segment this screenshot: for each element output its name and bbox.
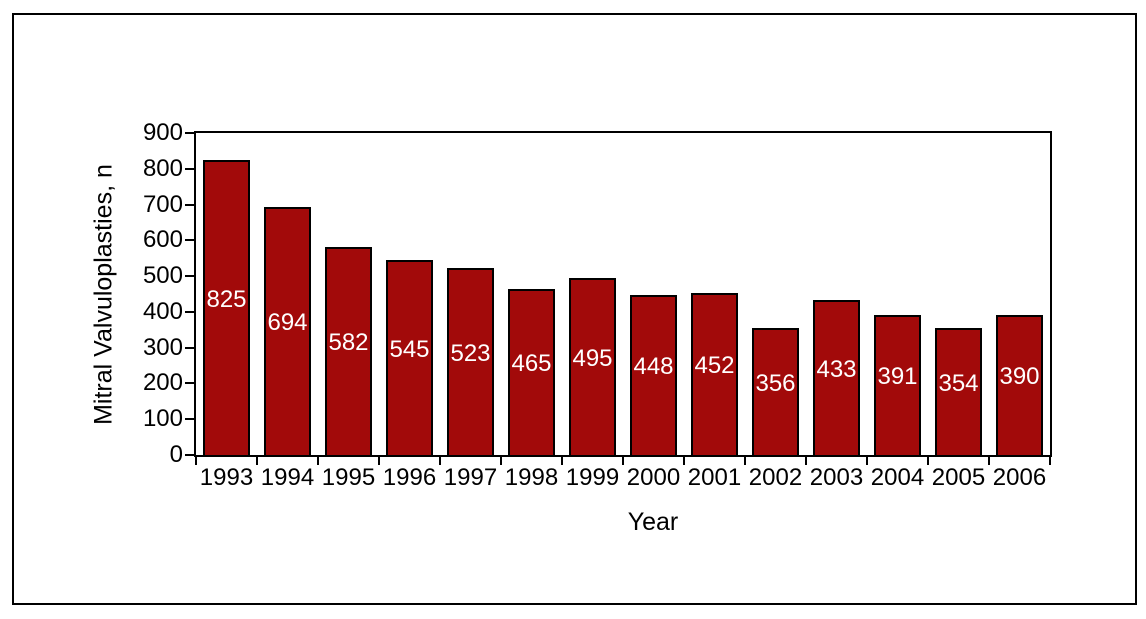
x-tick — [683, 456, 685, 465]
x-tick-label: 2001 — [687, 464, 742, 491]
bar: 433 — [813, 300, 860, 455]
bar-value-label: 391 — [877, 363, 918, 390]
y-tick — [185, 310, 194, 313]
x-tick — [317, 456, 319, 465]
x-tick-label: 1993 — [199, 464, 254, 491]
y-tick-label: 700 — [142, 190, 183, 218]
y-tick — [185, 382, 194, 385]
x-tick — [805, 456, 807, 465]
y-tick-label: 600 — [142, 226, 183, 254]
plot-area: 825 694 582 545 523 465 495 448 452 356 433 391 354 3… — [194, 131, 1052, 457]
x-tick-label: 1999 — [565, 464, 620, 491]
x-tick — [195, 456, 197, 465]
x-tick — [988, 456, 990, 465]
bar: 465 — [508, 289, 555, 455]
y-tick-label: 100 — [142, 405, 183, 433]
x-tick — [744, 456, 746, 465]
bar: 694 — [264, 207, 311, 455]
y-tick — [185, 418, 194, 421]
x-tick — [500, 456, 502, 465]
y-tick — [185, 132, 194, 134]
bar-value-label: 433 — [816, 355, 857, 383]
y-tick-label: 500 — [142, 262, 183, 290]
x-tick-label: 2005 — [931, 464, 986, 491]
bar: 495 — [569, 278, 616, 455]
x-tick-label: 2004 — [870, 464, 925, 491]
bar-value-label: 495 — [572, 344, 613, 372]
bar-value-label: 354 — [938, 369, 979, 397]
bar-value-label: 545 — [389, 335, 430, 363]
x-tick — [622, 456, 624, 465]
bar-value-label: 694 — [267, 309, 308, 336]
bar: 448 — [630, 295, 677, 455]
y-tick-label: 900 — [142, 119, 183, 146]
x-tick-label: 2003 — [809, 464, 864, 491]
y-axis-title: Mitral Valvuloplasties, n — [89, 164, 118, 425]
x-tick — [1049, 456, 1051, 465]
bar: 545 — [386, 260, 433, 455]
bar: 452 — [691, 293, 738, 455]
bar-value-label: 448 — [633, 353, 674, 380]
y-tick — [185, 239, 194, 242]
x-tick — [561, 456, 563, 465]
x-tick-label: 1997 — [443, 464, 498, 491]
bar-value-label: 390 — [999, 363, 1040, 390]
bar-series: 825 694 582 545 523 465 495 448 452 356 433 391 354 3… — [196, 133, 1050, 455]
y-tick — [185, 167, 194, 170]
x-tick-label: 1996 — [382, 464, 437, 491]
x-tick-label: 2006 — [992, 464, 1047, 491]
y-tick — [185, 275, 194, 278]
bar: 582 — [325, 247, 372, 455]
y-tick — [185, 454, 194, 456]
x-tick-label: 1994 — [260, 464, 315, 491]
bar-value-label: 825 — [206, 285, 247, 313]
y-tick-label: 300 — [142, 333, 183, 361]
x-tick-label: 1995 — [321, 464, 376, 491]
x-tick — [378, 456, 380, 465]
bar: 390 — [996, 315, 1043, 455]
bar-value-label: 452 — [694, 352, 735, 379]
bar-value-label: 356 — [755, 369, 796, 397]
bar-value-label: 465 — [511, 350, 552, 377]
x-tick — [439, 456, 441, 465]
y-tick-label: 0 — [169, 441, 183, 468]
x-tick-label: 2002 — [748, 464, 803, 491]
bar: 391 — [874, 315, 921, 455]
y-tick — [185, 203, 194, 206]
bar: 825 — [203, 160, 250, 455]
x-axis-title: Year — [627, 508, 679, 536]
y-tick-label: 200 — [142, 369, 183, 397]
bar-value-label: 582 — [328, 329, 369, 356]
y-tick-label: 400 — [142, 297, 183, 325]
x-tick-label: 2000 — [626, 464, 681, 491]
bar: 523 — [447, 268, 494, 455]
bar: 356 — [752, 328, 799, 455]
x-tick — [927, 456, 929, 465]
bar-value-label: 523 — [450, 339, 491, 367]
x-tick-label: 1998 — [504, 464, 559, 491]
x-tick — [866, 456, 868, 465]
x-tick — [256, 456, 258, 465]
bar: 354 — [935, 328, 982, 455]
y-tick-label: 800 — [142, 154, 183, 182]
y-tick — [185, 346, 194, 349]
